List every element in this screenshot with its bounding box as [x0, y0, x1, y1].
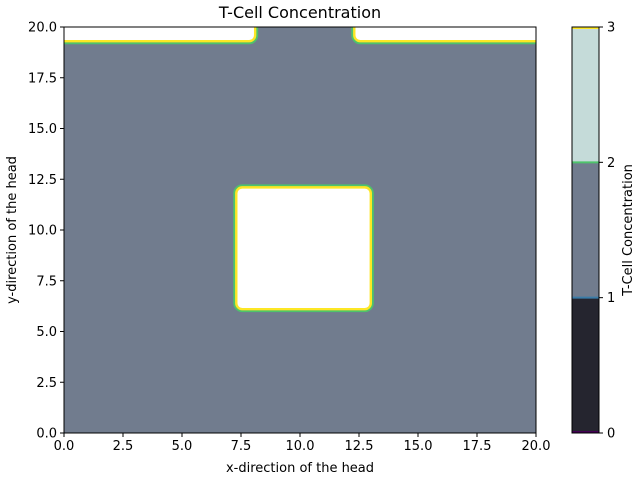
x-tick-label: 15.0	[404, 439, 433, 454]
colorbar-band-2	[572, 27, 599, 163]
x-axis-label: x-direction of the head	[226, 461, 374, 476]
y-tick-label: 5.0	[36, 325, 57, 340]
y-tick-label: 0.0	[36, 427, 57, 442]
y-tick-label: 2.5	[36, 376, 57, 391]
x-tick-label: 2.5	[113, 439, 134, 454]
x-tick-label: 20.0	[522, 439, 551, 454]
colorbar-tick-label: 0	[607, 427, 615, 442]
colorbar-ticks: 0 1 2 3	[599, 21, 615, 442]
x-tick-label: 12.5	[345, 439, 374, 454]
top-left-strip	[64, 27, 257, 43]
center-block	[235, 186, 373, 311]
x-tick-label: 5.0	[172, 439, 193, 454]
y-tick-label: 20.0	[28, 21, 57, 36]
y-axis-label: y-direction of the head	[5, 156, 20, 304]
y-tick-label: 15.0	[28, 122, 57, 137]
x-tick-label: 17.5	[463, 439, 492, 454]
colorbar-band-1	[572, 162, 599, 298]
y-tick-label: 12.5	[28, 173, 57, 188]
colorbar-tick-label: 3	[607, 21, 615, 36]
colorbar-frame	[571, 26, 600, 434]
y-axis-ticks: 0.0 2.5 5.0 7.5 10.0 12.5 15.0 17.5 20.0	[28, 21, 64, 442]
plot-area	[63, 26, 537, 434]
top-left-strip-outer-contour	[64, 27, 259, 45]
x-axis-ticks: 0.0 2.5 5.0 7.5 10.0 12.5 15.0 17.5 20.0	[54, 433, 551, 454]
x-tick-label: 10.0	[286, 439, 315, 454]
contour-regions	[64, 27, 536, 313]
colorbar-band-0	[572, 297, 599, 433]
top-right-strip-outer-contour	[351, 27, 536, 45]
y-tick-label: 10.0	[28, 224, 57, 239]
colorbar	[571, 26, 600, 434]
center-block-outer-contour	[233, 184, 374, 313]
colorbar-label: T-Cell Concentration	[621, 164, 636, 297]
y-tick-label: 7.5	[36, 274, 57, 289]
colorbar-tick-label: 2	[607, 156, 615, 171]
x-tick-label: 0.0	[54, 439, 75, 454]
y-tick-label: 17.5	[28, 71, 57, 86]
colorbar-tick-label: 1	[607, 291, 615, 306]
x-tick-label: 7.5	[231, 439, 252, 454]
chart-title: T-Cell Concentration	[218, 3, 381, 22]
top-right-strip	[353, 27, 536, 43]
